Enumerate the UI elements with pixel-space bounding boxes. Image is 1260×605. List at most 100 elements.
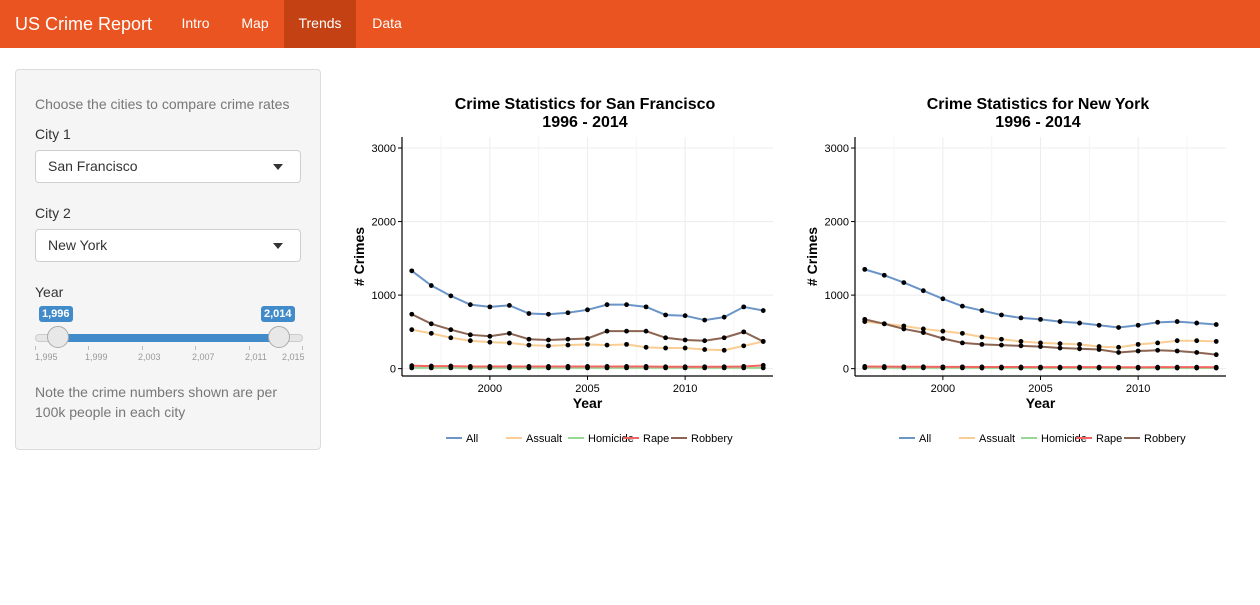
data-point	[721, 364, 727, 370]
data-point	[428, 283, 434, 288]
data-point	[741, 304, 747, 310]
app-brand[interactable]: US Crime Report	[15, 14, 153, 34]
legend-label: Rape	[643, 433, 669, 445]
data-point	[624, 364, 629, 369]
data-point	[604, 364, 610, 369]
data-point	[467, 364, 473, 369]
data-point	[682, 337, 688, 343]
slider-from-label: 1,996	[39, 306, 73, 322]
data-point	[1077, 341, 1082, 347]
sidebar-panel: Choose the cities to compare crime rates…	[15, 69, 321, 450]
data-point	[663, 312, 669, 318]
data-point	[920, 364, 926, 370]
y-axis-label: # Crimes	[351, 227, 367, 286]
data-point	[1077, 320, 1082, 326]
data-point	[663, 345, 669, 351]
data-point	[526, 342, 532, 348]
tab-map[interactable]: Map	[241, 15, 269, 31]
data-point	[448, 363, 454, 369]
data-point	[741, 343, 747, 349]
data-point	[506, 340, 512, 346]
data-point	[1038, 316, 1043, 322]
city2-select[interactable]: New York	[35, 229, 301, 262]
data-point	[487, 333, 493, 339]
data-point	[959, 364, 965, 370]
data-point	[585, 364, 590, 369]
data-point	[585, 341, 590, 347]
data-point	[1135, 364, 1141, 370]
data-point	[448, 335, 454, 341]
data-point	[1096, 322, 1102, 328]
legend-label: Homicide	[1041, 433, 1087, 445]
data-point	[760, 308, 766, 313]
data-point	[1194, 338, 1200, 344]
y-tick-label: 1000	[372, 290, 396, 302]
data-point	[565, 364, 571, 369]
data-point	[1116, 350, 1122, 355]
x-axis-label: Year	[573, 395, 603, 411]
year-range-slider[interactable]: 1,996 2,014 1,995 1,999 2,003 2,007 2,01…	[35, 306, 305, 366]
data-point	[920, 326, 926, 332]
data-point	[979, 364, 985, 370]
data-point	[1213, 352, 1219, 358]
data-point	[565, 342, 571, 348]
tab-trends[interactable]: Trends	[284, 0, 356, 48]
navbar: US Crime Report Intro Map Trends Data	[0, 0, 1260, 48]
data-point	[1096, 347, 1102, 352]
slider-tick-label: 1,999	[85, 352, 108, 362]
x-tick-label: 2010	[673, 383, 697, 395]
city1-select[interactable]: San Francisco	[35, 150, 301, 183]
data-point	[760, 362, 766, 368]
data-point	[546, 311, 551, 317]
data-point	[1018, 343, 1024, 349]
tab-data[interactable]: Data	[372, 15, 402, 31]
data-point	[1155, 364, 1161, 370]
x-tick-label: 2005	[575, 383, 599, 395]
data-point	[1213, 322, 1219, 327]
data-point	[1096, 364, 1102, 370]
data-point	[1038, 364, 1043, 370]
slider-to-handle[interactable]	[268, 326, 290, 348]
data-point	[760, 339, 766, 344]
data-point	[702, 338, 708, 344]
data-point	[526, 336, 532, 342]
y-tick-label: 2000	[372, 217, 396, 229]
data-point	[1018, 315, 1024, 321]
data-point	[999, 342, 1004, 348]
y-tick-label: 1000	[825, 290, 849, 302]
data-point	[585, 307, 590, 313]
data-point	[624, 302, 629, 308]
legend-label: Homicide	[588, 433, 634, 445]
data-point	[920, 288, 926, 294]
data-point	[741, 329, 747, 335]
data-point	[1057, 341, 1063, 347]
slider-to-label: 2,014	[261, 306, 295, 322]
data-point	[682, 364, 688, 370]
data-point	[702, 317, 708, 323]
data-point	[1116, 364, 1122, 370]
data-point	[1174, 364, 1180, 370]
data-point	[546, 343, 551, 349]
slider-tickmark	[302, 346, 303, 350]
data-point	[467, 302, 473, 308]
data-point	[1194, 320, 1200, 326]
data-point	[624, 341, 629, 347]
data-point	[862, 364, 868, 369]
data-point	[1057, 345, 1063, 351]
data-point	[881, 364, 887, 369]
data-point	[959, 340, 965, 346]
data-point	[526, 311, 532, 316]
city2-label: City 2	[35, 205, 71, 221]
data-point	[682, 345, 688, 351]
data-point	[901, 280, 907, 286]
data-point	[467, 332, 473, 338]
tab-intro[interactable]: Intro	[181, 15, 210, 31]
slider-from-handle[interactable]	[47, 326, 69, 348]
data-point	[1155, 340, 1161, 346]
slider-tick-label: 2,003	[138, 352, 161, 362]
data-point	[506, 364, 512, 369]
legend-label: All	[919, 433, 931, 445]
slider-tickmark	[35, 346, 36, 350]
y-tick-label: 0	[843, 364, 849, 376]
chart-subtitle: 1996 - 2014	[542, 114, 628, 131]
